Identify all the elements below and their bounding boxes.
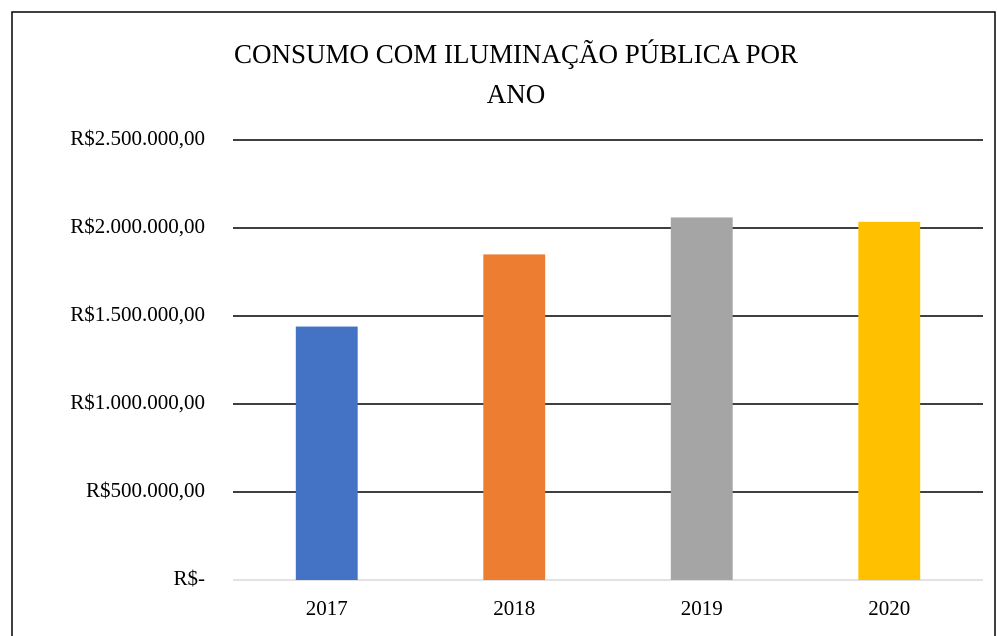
x-tick-label: 2019 [681,596,723,620]
y-tick-label: R$- [174,566,206,590]
chart-frame [11,11,996,636]
bar [295,326,358,580]
y-tick-label: R$2.000.000,00 [70,214,205,238]
y-tick-label: R$1.000.000,00 [70,390,205,414]
chart-title: CONSUMO COM ILUMINAÇÃO PÚBLICA POR ANO [233,39,799,109]
bar [858,221,921,580]
y-tick-label: R$2.500.000,00 [70,126,205,150]
bar [670,217,733,580]
x-tick-label: 2020 [868,596,910,620]
x-tick-label: 2017 [306,596,348,620]
y-tick-label: R$500.000,00 [86,478,205,502]
x-tick-label: 2018 [493,596,535,620]
bar [483,254,546,580]
y-tick-label: R$1.500.000,00 [70,302,205,326]
